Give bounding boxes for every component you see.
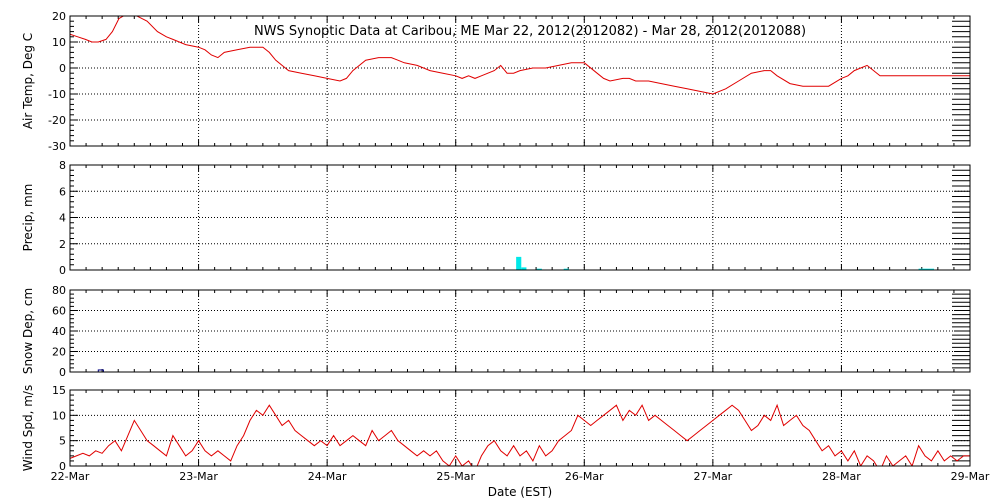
y-tick-label: 80 [52, 284, 66, 297]
x-tick-label: 23-Mar [179, 470, 218, 483]
x-tick-label: 29-Mar [951, 470, 990, 483]
x-tick-label: 25-Mar [436, 470, 475, 483]
panels: -30 -20 -10 0 10 20 Air Temp, Deg C 0 2 4 6 8 Precip… [21, 10, 990, 483]
y-tick-label: 6 [59, 185, 66, 198]
y-tick-label: 20 [52, 10, 66, 23]
series-line-air-temp [70, 16, 970, 95]
y-tick-label: 8 [59, 159, 66, 172]
y-tick-label: 10 [52, 409, 66, 422]
y-tick-label: 2 [59, 238, 66, 251]
y-axis-label: Snow Dep, cm [21, 288, 35, 374]
x-tick-label: 28-Mar [822, 470, 861, 483]
y-tick-label: 0 [59, 366, 66, 379]
data-layer [516, 256, 934, 270]
y-tick-label: 20 [52, 346, 66, 359]
data-layer [70, 16, 970, 95]
y-tick-label: -30 [48, 140, 66, 153]
y-axis-label: Precip, mm [21, 184, 35, 252]
y-tick-label: 10 [52, 36, 66, 49]
data-layer [97, 369, 104, 372]
x-tick-label: 24-Mar [308, 470, 347, 483]
y-tick-label: -10 [48, 88, 66, 101]
series-line-wind-speed [70, 403, 970, 466]
panel-3: 0 20 40 60 80 Snow Dep, cm [21, 284, 971, 379]
panel-frame [69, 15, 971, 147]
panel-frame [69, 289, 971, 373]
panel-frame [69, 389, 971, 467]
precip-bar [521, 267, 527, 270]
x-axis-label: Date (EST) [488, 485, 552, 499]
y-tick-label: 0 [59, 460, 66, 473]
y-tick-label: -20 [48, 114, 66, 127]
y-tick-label: 0 [59, 62, 66, 75]
y-axis-label: Air Temp, Deg C [21, 33, 35, 129]
panel-4: 0 5 10 15 Wind Spd, m/s 22-Mar 23-Mar 24-Mar 25-… [21, 384, 990, 483]
snow-depth-bar [97, 369, 104, 372]
panel-2: 0 2 4 6 8 Precip, mm [21, 159, 971, 277]
y-tick-label: 0 [59, 264, 66, 277]
precip-bar [563, 268, 569, 270]
data-layer [70, 403, 970, 466]
panel-1: -30 -20 -10 0 10 20 Air Temp, Deg C [21, 10, 971, 153]
y-tick-label: 40 [52, 325, 66, 338]
chart-title: NWS Synoptic Data at Caribou, ME Mar 22,… [254, 24, 806, 39]
x-tick-label: 26-Mar [565, 470, 604, 483]
precip-bar [918, 268, 934, 270]
y-tick-label: 60 [52, 305, 66, 318]
y-tick-label: 5 [59, 435, 66, 448]
x-tick-label: 27-Mar [693, 470, 732, 483]
y-tick-label: 4 [59, 212, 66, 225]
x-tick-label: 22-Mar [51, 470, 90, 483]
y-tick-label: 15 [52, 384, 66, 397]
precip-bar [516, 256, 522, 270]
panel-frame [69, 164, 971, 271]
y-axis-label: Wind Spd, m/s [21, 385, 35, 471]
precip-bar [536, 268, 542, 270]
